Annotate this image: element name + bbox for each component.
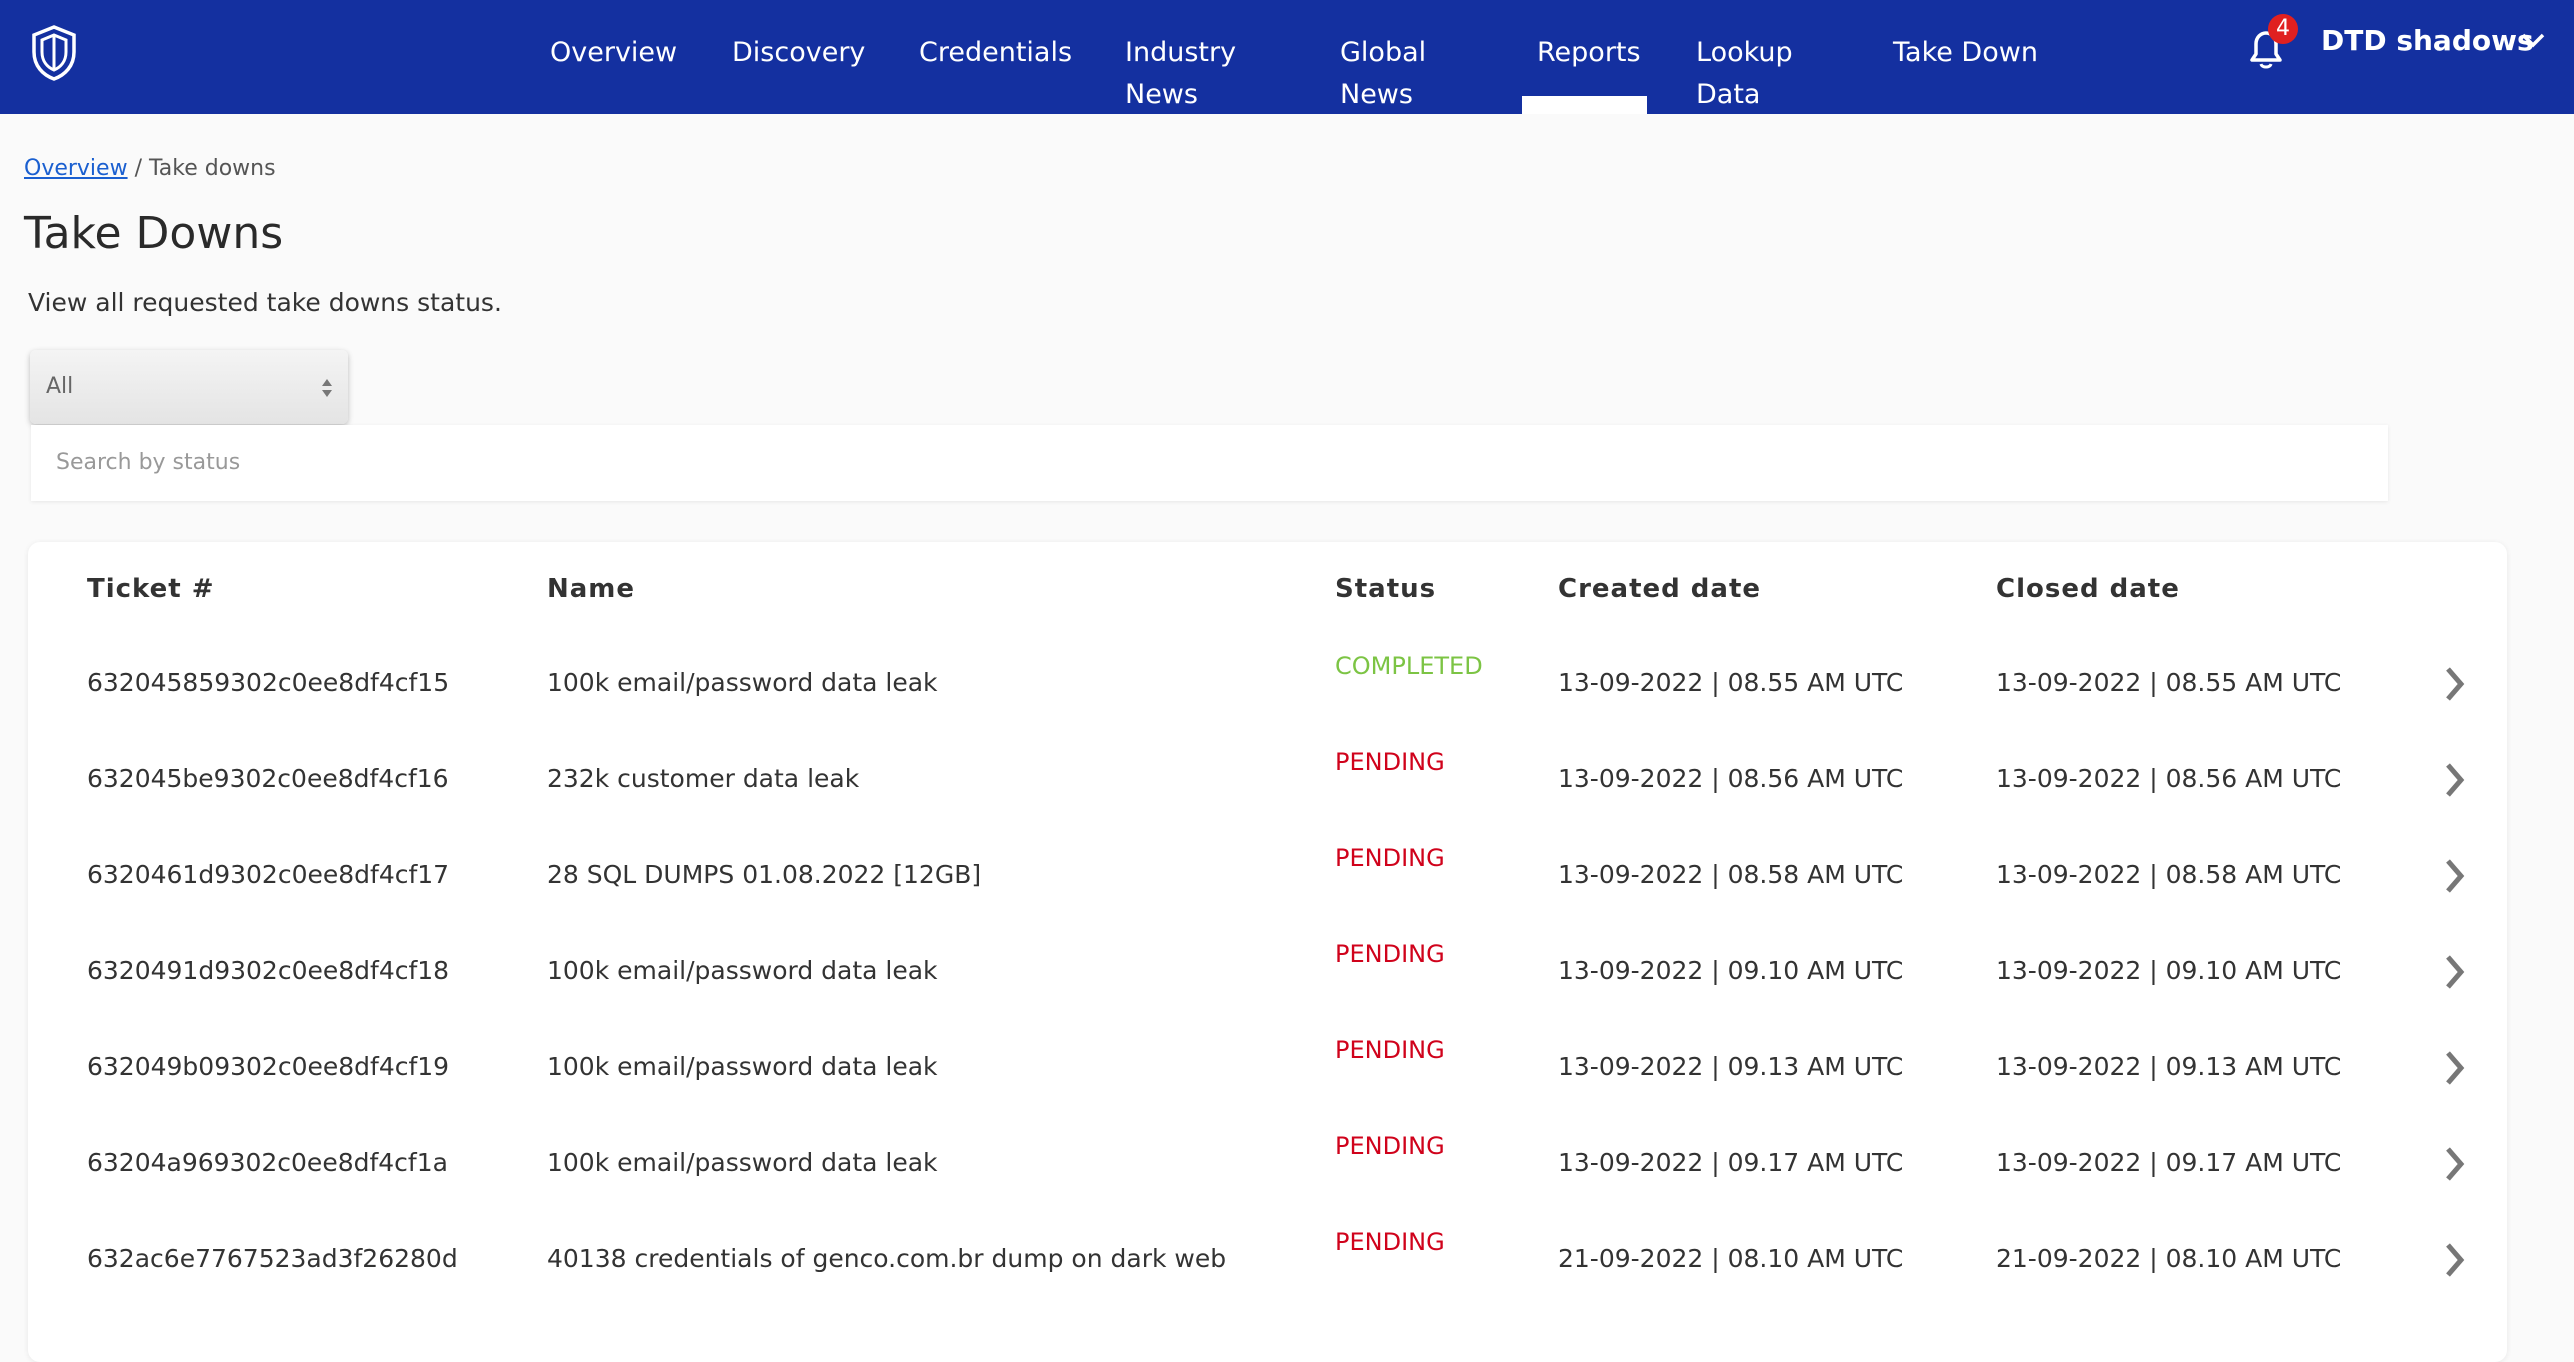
- search-input[interactable]: Search by status: [31, 425, 2388, 501]
- cell-name: 100k email/password data leak: [547, 1148, 938, 1177]
- page-subtitle: View all requested take downs status.: [28, 288, 502, 317]
- cell-ticket: 632049b09302c0ee8df4cf19: [87, 1052, 450, 1081]
- nav-link[interactable]: Overview: [550, 37, 678, 68]
- user-menu[interactable]: DTD shadows: [2321, 24, 2534, 57]
- row-chevron[interactable]: [2443, 1146, 2467, 1182]
- row-chevron[interactable]: [2443, 1242, 2467, 1278]
- row-chevron[interactable]: [2443, 1050, 2467, 1086]
- cell-closed: 13-09-2022 | 08.58 AM UTC: [1996, 860, 2342, 889]
- notification-badge: 4: [2268, 14, 2298, 44]
- status-label: COMPLETED: [1335, 652, 1483, 680]
- bell-icon[interactable]: [2244, 26, 2288, 72]
- cell-created: 13-09-2022 | 09.10 AM UTC: [1558, 956, 1904, 985]
- column-header: Name: [547, 574, 636, 604]
- cell-closed: 13-09-2022 | 08.55 AM UTC: [1996, 668, 2342, 697]
- row-chevron[interactable]: [2443, 858, 2467, 894]
- logo[interactable]: [30, 24, 78, 82]
- cell-name: 100k email/password data leak: [547, 956, 938, 985]
- active-indicator: [1522, 96, 1647, 114]
- cell-created: 13-09-2022 | 08.58 AM UTC: [1558, 860, 1904, 889]
- cell-created: 13-09-2022 | 09.13 AM UTC: [1558, 1052, 1904, 1081]
- row-chevron[interactable]: [2443, 954, 2467, 990]
- cell-closed: 13-09-2022 | 08.56 AM UTC: [1996, 764, 2342, 793]
- page: 4 DTD shadows Overview Discovery Credentia…: [0, 0, 2574, 1278]
- nav-link[interactable]: Discovery: [732, 37, 866, 68]
- nav-link[interactable]: Lookup Data: [1696, 37, 1793, 110]
- cell-ticket: 632045be9302c0ee8df4cf16: [87, 764, 449, 793]
- column-header: Status: [1335, 574, 1437, 604]
- cell-name: 100k email/password data leak: [547, 1052, 938, 1081]
- status-label: PENDING: [1335, 1228, 1445, 1256]
- select-value: All: [46, 374, 74, 399]
- page-title: Take Downs: [24, 208, 284, 259]
- breadcrumb-link[interactable]: Overview: [24, 156, 128, 181]
- nav-link[interactable]: Reports: [1537, 37, 1641, 68]
- nav-link[interactable]: Credentials: [919, 37, 1073, 68]
- column-header: Created date: [1558, 574, 1762, 604]
- status-label: PENDING: [1335, 844, 1445, 872]
- cell-closed: 13-09-2022 | 09.17 AM UTC: [1996, 1148, 2342, 1177]
- nav-link[interactable]: Global News: [1340, 37, 1427, 110]
- table-card: [28, 542, 2507, 1362]
- cell-name: 40138 credentials of genco.com.br dump o…: [547, 1244, 1227, 1273]
- status-label: PENDING: [1335, 1132, 1445, 1160]
- breadcrumb: Overview / Take downs: [24, 156, 276, 181]
- cell-ticket: 632045859302c0ee8df4cf15: [87, 668, 450, 697]
- cell-name: 100k email/password data leak: [547, 668, 938, 697]
- status-label: PENDING: [1335, 940, 1445, 968]
- cell-closed: 13-09-2022 | 09.10 AM UTC: [1996, 956, 2342, 985]
- nav-link[interactable]: Take Down: [1893, 37, 2038, 68]
- row-chevron[interactable]: [2443, 666, 2467, 702]
- cell-closed: 13-09-2022 | 09.13 AM UTC: [1996, 1052, 2342, 1081]
- select-arrows: [322, 379, 332, 397]
- status-label: PENDING: [1335, 1036, 1445, 1064]
- cell-created: 13-09-2022 | 08.56 AM UTC: [1558, 764, 1904, 793]
- cell-ticket: 6320461d9302c0ee8df4cf17: [87, 860, 450, 889]
- row-chevron[interactable]: [2443, 762, 2467, 798]
- cell-created: 13-09-2022 | 08.55 AM UTC: [1558, 668, 1904, 697]
- cell-ticket: 632ac6e7767523ad3f26280d: [87, 1244, 458, 1273]
- cell-closed: 21-09-2022 | 08.10 AM UTC: [1996, 1244, 2342, 1273]
- status-label: PENDING: [1335, 748, 1445, 776]
- column-header: Ticket #: [87, 574, 215, 604]
- cell-created: 13-09-2022 | 09.17 AM UTC: [1558, 1148, 1904, 1177]
- nav-link[interactable]: Industry News: [1125, 37, 1237, 110]
- status-select[interactable]: All: [30, 350, 348, 424]
- column-header: Closed date: [1996, 574, 2180, 604]
- breadcrumb-current: / Take downs: [134, 156, 276, 181]
- user-chevron[interactable]: [2520, 32, 2546, 50]
- cell-name: 232k customer data leak: [547, 764, 860, 793]
- cell-created: 21-09-2022 | 08.10 AM UTC: [1558, 1244, 1904, 1273]
- cell-ticket: 6320491d9302c0ee8df4cf18: [87, 956, 450, 985]
- cell-name: 28 SQL DUMPS 01.08.2022 [12GB]: [547, 860, 982, 889]
- top-nav: 4 DTD shadows Overview Discovery Credentia…: [0, 0, 2574, 114]
- cell-ticket: 63204a969302c0ee8df4cf1a: [87, 1148, 448, 1177]
